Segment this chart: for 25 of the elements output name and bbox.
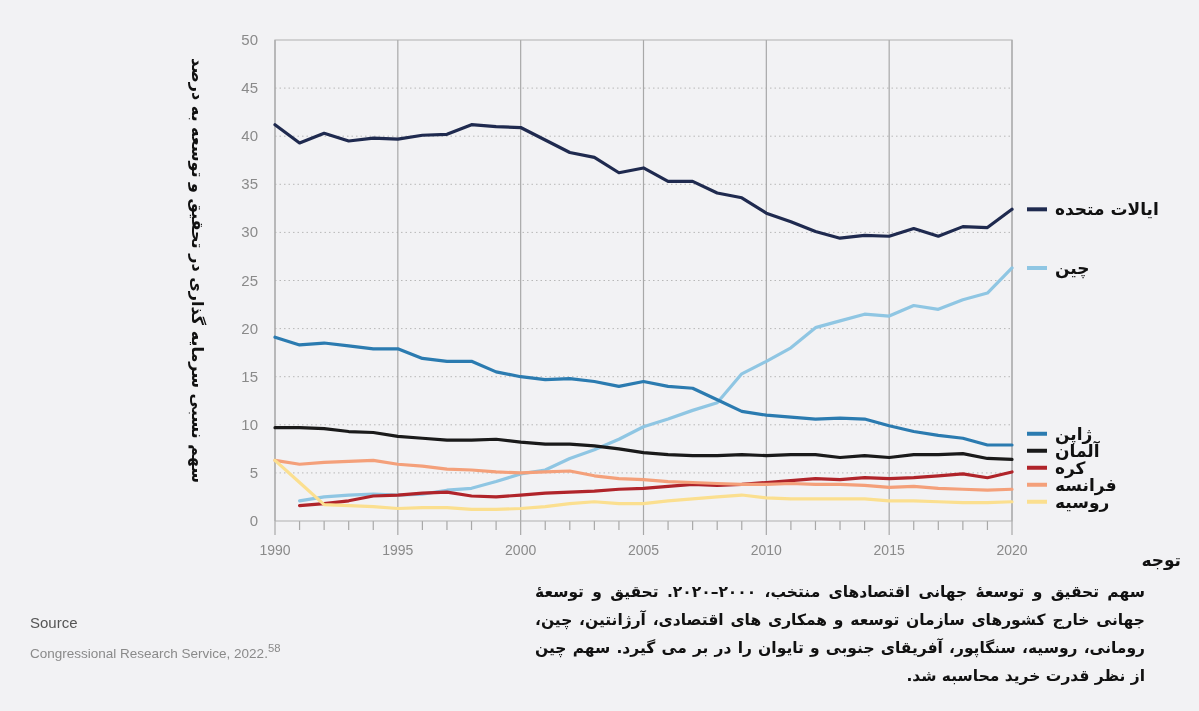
annotation: سهم تحقیق و توسعهٔ جهانی اقتصادهای منتخب، ۲۰۰۰–۲۰۲۰. تحقیق و توسعهٔ جهانی خارج کشورهای سازمان توسعه و همکاری های اقتصادی، آرژانتین، چین، رومانی، روسیه، سنگاپور، آفریقای جنوبی و تایوان را در بر می گیرد. سهم چین از نظر قدرت خرید محاسبه شد. [535,582,1145,687]
y-tick-label: 35 [241,175,258,193]
annotation: Congressional Research Service, 2022.$^{58}$ [30,642,281,661]
x-tick-label: 2010 [750,542,783,558]
legend-label: ایالات متحده [1055,199,1159,220]
y-tick-label: 10 [241,415,258,433]
y-axis-title: سهم نسبی سرمایه گذاری در تحقیق و توسعه به درصد [188,58,207,483]
x-tick-label: 2015 [873,542,905,558]
legend-label: چین [1055,257,1090,279]
y-tick-label: 45 [241,79,258,97]
y-tick-label: 20 [241,319,258,337]
y-tick-label: 5 [249,463,258,481]
x-tick-label: 2000 [505,542,537,558]
y-tick-label: 30 [241,223,258,241]
annotation: Source [30,614,78,631]
annotation: توجه [1141,550,1181,570]
x-tick-label: 1990 [259,542,291,558]
y-tick-label: 25 [241,271,258,289]
x-tick-label: 2020 [996,542,1028,558]
x-tick-label: 2005 [627,542,660,558]
y-tick-label: 50 [241,31,258,48]
y-tick-label: 0 [249,512,258,529]
y-tick-label: 15 [241,367,258,385]
x-tick-label: 1995 [382,542,414,558]
y-tick-label: 40 [241,127,258,145]
